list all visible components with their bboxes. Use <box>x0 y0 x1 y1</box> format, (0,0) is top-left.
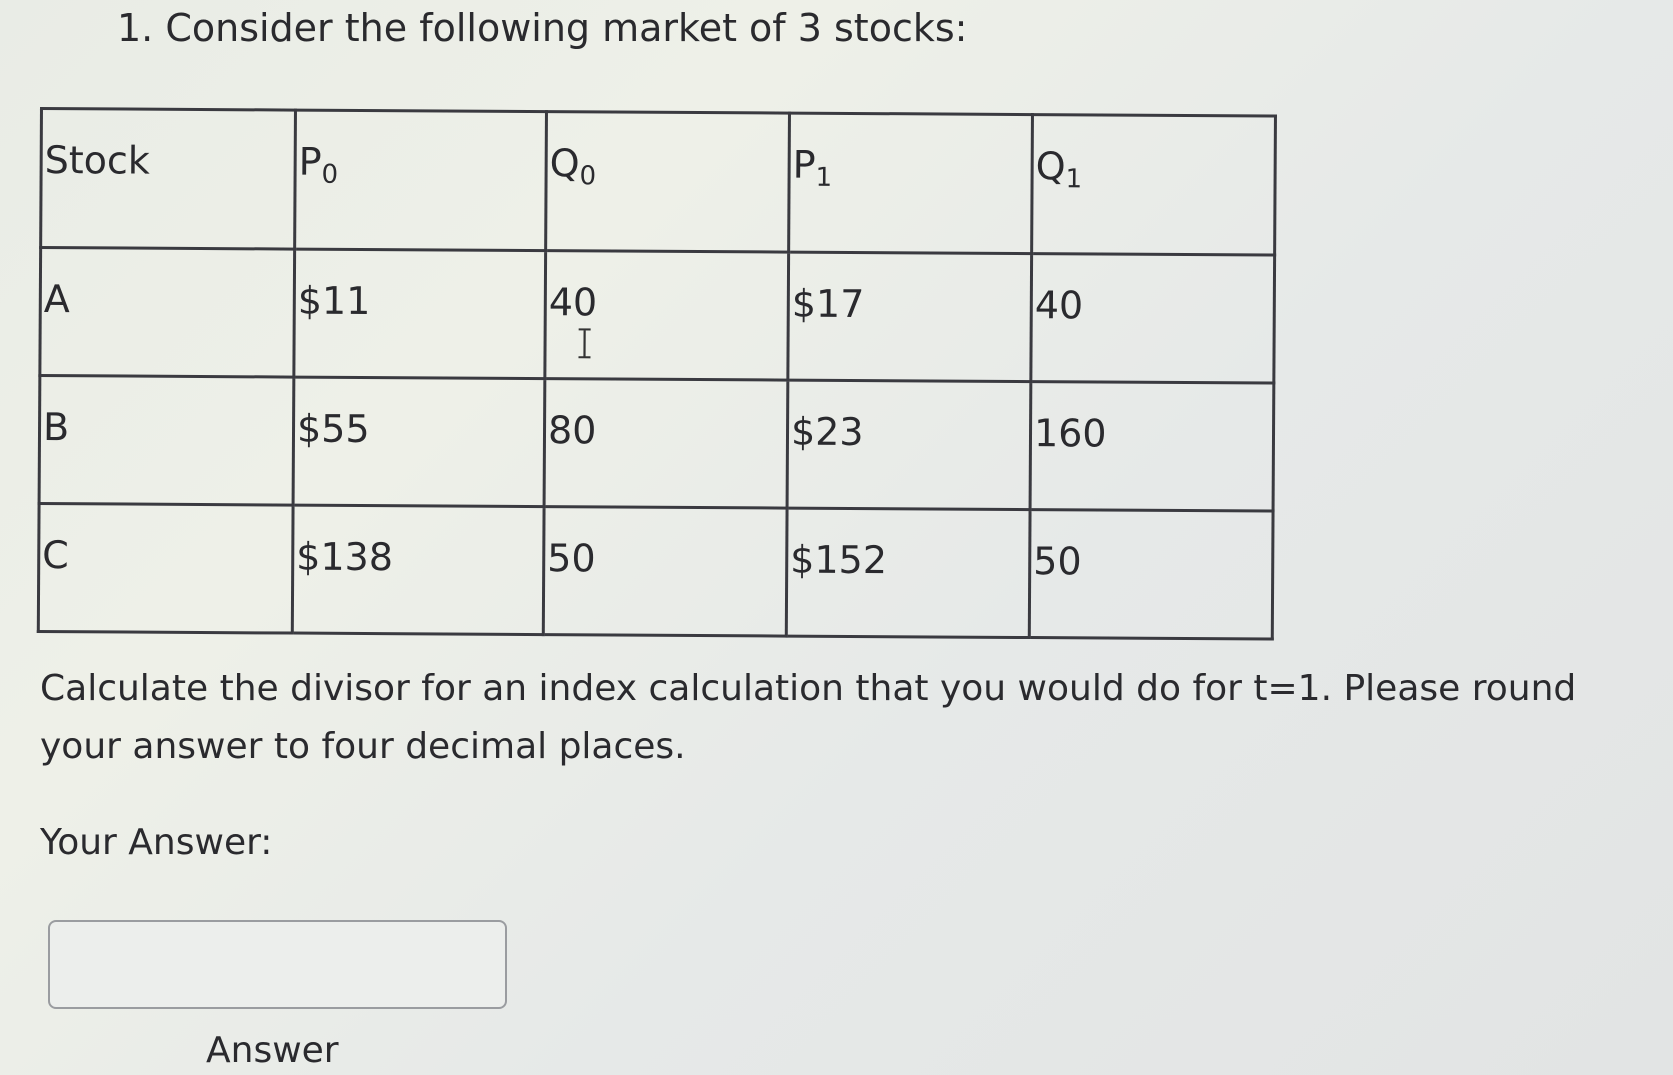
header-p1: P1 <box>788 113 1033 254</box>
table-cell: 160 <box>1030 381 1274 512</box>
header-q1: Q1 <box>1031 114 1276 256</box>
answer-button[interactable]: Answer <box>206 1030 339 1071</box>
table-row: A $11 40 $17 40 <box>39 247 1275 384</box>
header-q0: Q0 <box>545 111 790 253</box>
table-cell: $55 <box>293 377 545 507</box>
table-header-row: Stock P0 Q0 P1 Q1 <box>40 108 1276 256</box>
table-row: C $138 50 $152 50 <box>38 503 1274 640</box>
table-cell: C <box>38 503 294 634</box>
question-title: 1. Consider the following market of 3 st… <box>117 6 968 50</box>
stock-table: Stock P0 Q0 P1 Q1 A $11 40 $17 40 B $55 … <box>37 107 1277 641</box>
table-cell: 40 <box>544 250 789 381</box>
table-cell: $17 <box>787 252 1032 382</box>
table-cell: $152 <box>786 508 1031 638</box>
header-p0: P0 <box>294 110 547 251</box>
table-row: B $55 80 $23 160 <box>39 375 1274 512</box>
question-prompt: Calculate the divisor for an index calcu… <box>40 668 1577 767</box>
table-cell: B <box>39 375 294 506</box>
text-cursor-icon <box>578 328 591 359</box>
answer-input[interactable] <box>48 920 507 1009</box>
header-stock: Stock <box>40 108 296 250</box>
table-cell: 50 <box>543 506 788 637</box>
table-cell: $11 <box>293 249 546 379</box>
table-cell: $138 <box>292 505 545 635</box>
table-cell: $23 <box>787 380 1031 510</box>
your-answer-label: Your Answer: <box>40 822 273 863</box>
table-cell: 50 <box>1029 509 1274 640</box>
table-cell: 80 <box>544 378 788 509</box>
table-cell: 40 <box>1030 253 1275 384</box>
table-cell: A <box>39 247 295 378</box>
